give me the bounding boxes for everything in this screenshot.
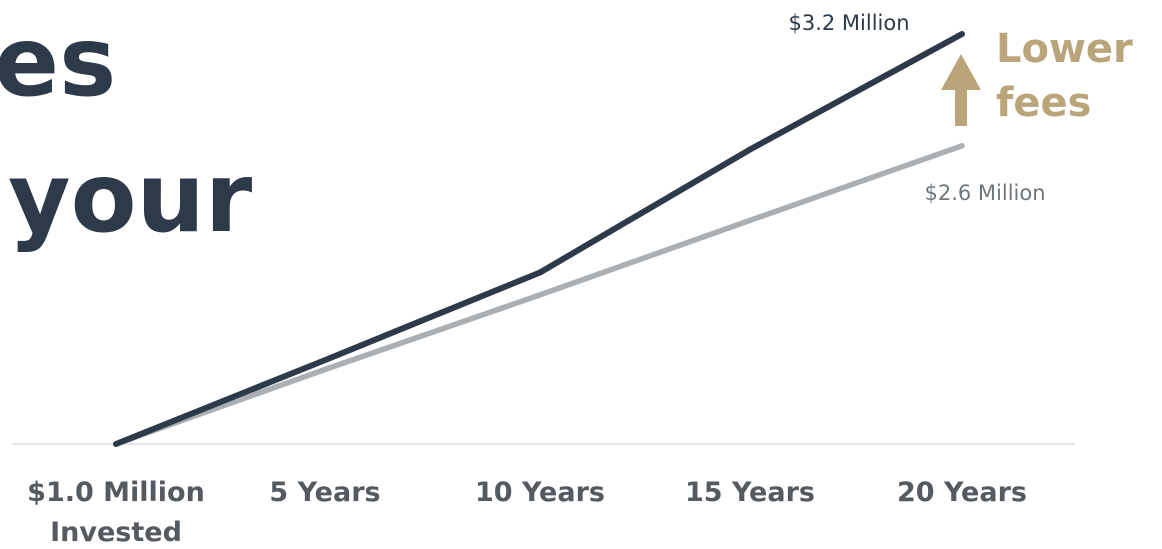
x-tick-label: $1.0 Million Invested — [27, 477, 205, 548]
series-line-low-fee — [113, 31, 965, 447]
end-label-low-fee: $3.2 Million — [788, 11, 909, 35]
series-line-standard — [113, 143, 965, 447]
x-tick-label: 15 Years — [685, 477, 815, 508]
arrow-up-icon — [941, 54, 981, 126]
headline-line-2: your — [8, 142, 253, 254]
series-layer — [113, 31, 965, 447]
x-tick-label: 10 Years — [475, 477, 605, 508]
x-tick-label: 20 Years — [897, 477, 1027, 508]
annotation-line-2: fees — [996, 80, 1091, 126]
x-tick-labels: $1.0 Million Invested 5 Years 10 Years 15 Ye… — [27, 477, 1027, 548]
end-label-standard: $2.6 Million — [924, 181, 1045, 205]
headline-line-1: es — [0, 6, 117, 118]
annotation-line-1: Lower — [996, 26, 1133, 72]
x-tick-label: 5 Years — [269, 477, 380, 508]
